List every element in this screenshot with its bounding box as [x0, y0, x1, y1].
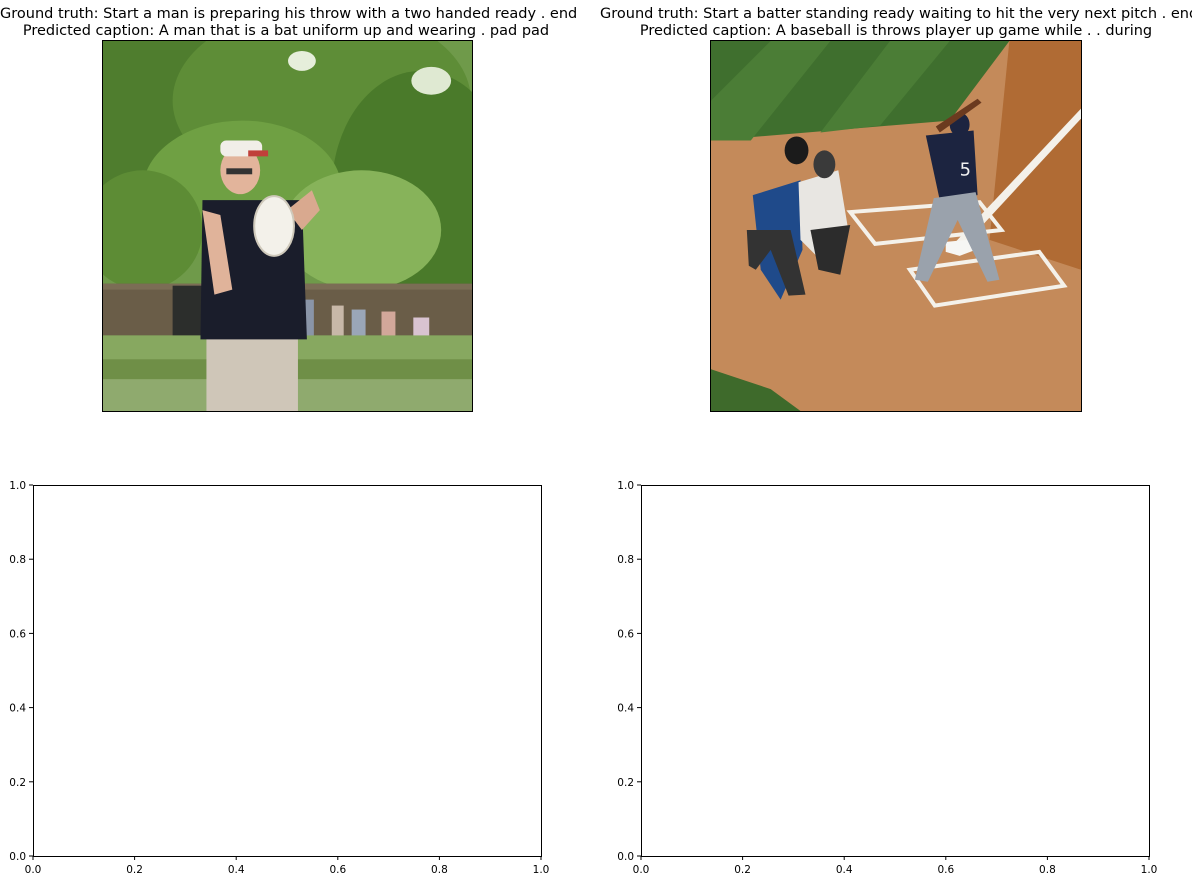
y-tick-label: 0.2 [617, 777, 634, 789]
panel-2-image: 5 [710, 40, 1082, 412]
x-tick-label: 0.8 [431, 864, 448, 876]
x-tick-label: 0.0 [25, 864, 42, 876]
y-tick-label: 0.0 [9, 851, 26, 863]
x-tick-label: 0.8 [1039, 864, 1056, 876]
empty-axes-1 [33, 485, 542, 857]
frisbee-thrower-photo [103, 41, 472, 411]
panel-2-title: Ground truth: Start a batter standing re… [600, 6, 1192, 40]
panel-1-title: Ground truth: Start a man is preparing h… [0, 6, 578, 40]
y-tick-label: 0.2 [9, 777, 26, 789]
x-tick-label: 0.4 [228, 864, 245, 876]
y-tick-label: 0.6 [617, 628, 634, 640]
x-tick-label: 1.0 [533, 864, 550, 876]
y-tick-label: 0.8 [617, 554, 634, 566]
x-tick-label: 0.2 [734, 864, 751, 876]
panel-1-predicted-caption: Predicted caption: A man that is a bat u… [22, 23, 550, 39]
panel-1-ground-truth: Ground truth: Start a man is preparing h… [0, 6, 578, 22]
x-tick-label: 0.4 [836, 864, 853, 876]
y-tick-label: 0.4 [9, 703, 26, 715]
x-tick-label: 0.6 [329, 864, 346, 876]
y-tick-label: 0.4 [617, 703, 634, 715]
y-tick-label: 0.6 [9, 628, 26, 640]
y-tick-label: 1.0 [617, 480, 634, 492]
y-tick-label: 0.8 [9, 554, 26, 566]
y-tick-label: 0.0 [617, 851, 634, 863]
panel-2-predicted-caption: Predicted caption: A baseball is throws … [639, 23, 1153, 39]
x-tick-label: 0.6 [937, 864, 954, 876]
empty-axes-2 [641, 485, 1150, 857]
panel-1-image [102, 40, 473, 412]
x-tick-label: 0.2 [126, 864, 143, 876]
x-tick-label: 1.0 [1141, 864, 1158, 876]
svg-text:5: 5 [960, 159, 971, 180]
panel-2-ground-truth: Ground truth: Start a batter standing re… [600, 6, 1192, 22]
x-tick-label: 0.0 [633, 864, 650, 876]
baseball-batter-photo: 5 [711, 41, 1081, 411]
y-tick-label: 1.0 [9, 480, 26, 492]
